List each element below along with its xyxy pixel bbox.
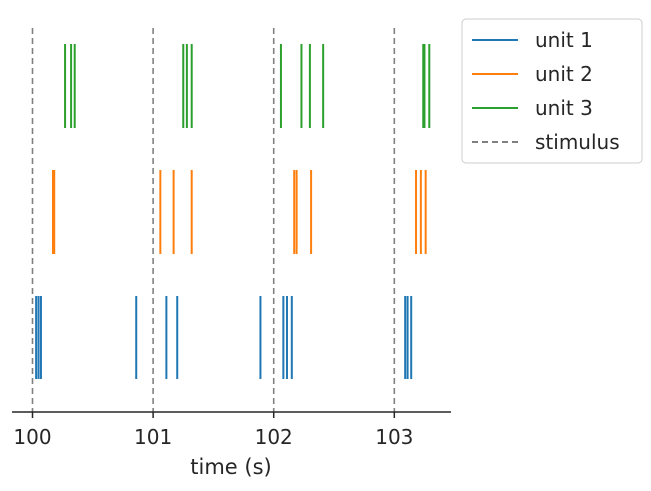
x-tick-label: 101	[134, 425, 172, 449]
x-axis-label: time (s)	[190, 455, 271, 479]
stimulus-lines	[31, 28, 396, 412]
legend-label: unit 3	[535, 96, 593, 120]
x-ticks: 100 101 102 103	[13, 412, 413, 449]
x-tick-label: 100	[13, 425, 51, 449]
legend-label: unit 2	[535, 62, 593, 86]
legend-items: unit 1 unit 2 unit 3 stimulus	[472, 28, 620, 154]
x-axis: 100 101 102 103 time (s)	[12, 411, 451, 479]
legend-label: stimulus	[535, 130, 620, 154]
legend: unit 1 unit 2 unit 3 stimulus	[461, 18, 643, 164]
legend-frame	[461, 18, 643, 164]
legend-label: unit 1	[535, 28, 593, 52]
x-tick-label: 102	[255, 425, 293, 449]
x-tick-label: 103	[375, 425, 413, 449]
spike-marks	[35, 44, 431, 379]
